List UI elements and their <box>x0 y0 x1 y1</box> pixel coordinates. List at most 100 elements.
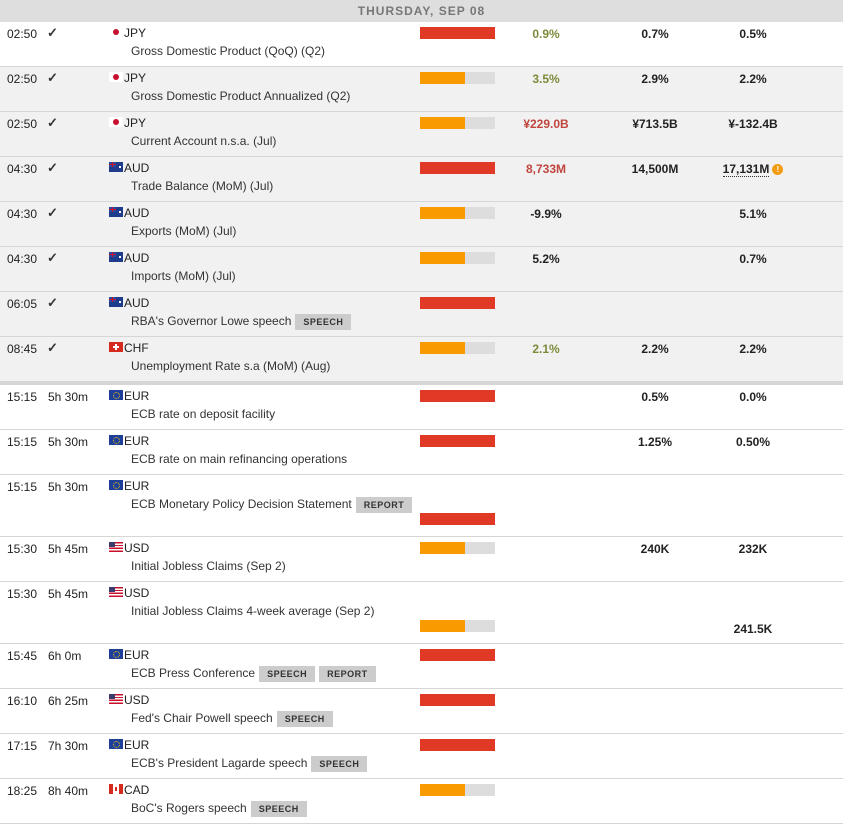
impact-fill <box>420 252 465 264</box>
impact-bar-medium <box>420 117 495 129</box>
checkmark-icon: ✓ <box>47 250 58 265</box>
forecast-value: 0.7% <box>641 27 669 41</box>
event-row[interactable]: 06:05 ✓ AUD RBA's Governor Lowe speech SPEEC… <box>0 292 843 337</box>
event-name-link[interactable]: Initial Jobless Claims (Sep 2) <box>131 559 286 573</box>
actual-value: 2.1% <box>532 342 560 356</box>
checkmark-icon: ✓ <box>47 115 58 130</box>
impact-bar-high <box>420 390 495 402</box>
revised-previous: 17,131M <box>722 162 770 177</box>
event-name-link[interactable]: ECB's President Lagarde speech SPEECH <box>131 756 368 772</box>
checkmark-icon: ✓ <box>47 295 58 310</box>
impact-fill <box>420 513 495 525</box>
event-name-link[interactable]: RBA's Governor Lowe speech SPEECH <box>131 314 352 330</box>
event-name-link[interactable]: ECB Press Conference SPEECH REPORT <box>131 666 376 682</box>
event-name: ECB Press Conference <box>131 666 256 681</box>
previous-value: 2.2% <box>739 72 767 86</box>
event-row[interactable]: 15:30 5h 45m USD Initial Jobless Claims 4-w… <box>0 582 843 644</box>
event-name: Initial Jobless Claims 4-week average (S… <box>131 604 375 618</box>
event-name-link[interactable]: Gross Domestic Product (QoQ) (Q2) <box>131 44 325 58</box>
time-remaining: 5h 45m <box>48 542 89 556</box>
event-row[interactable]: 15:15 5h 30m EUR ECB rate on deposit facili… <box>0 385 843 430</box>
speech-tag[interactable]: SPEECH <box>276 711 333 727</box>
impact-bar-medium <box>420 252 495 264</box>
event-row[interactable]: 17:15 7h 30m EUR ECB's President Lagarde sp… <box>0 734 843 779</box>
flag-ch-icon <box>109 342 123 352</box>
currency: AUD <box>124 161 150 175</box>
event-name: Fed's Chair Powell speech <box>131 711 273 726</box>
impact-bar-high <box>420 513 495 525</box>
forecast-value: 1.25% <box>637 435 673 449</box>
event-name: Current Account n.s.a. (Jul) <box>131 134 277 148</box>
event-time: 06:05 <box>7 297 38 311</box>
event-row[interactable]: 08:45 ✓ CHF Unemployment Rate s.a (MoM) (Au… <box>0 337 843 382</box>
currency: JPY <box>124 116 147 130</box>
event-name-link[interactable]: ECB rate on main refinancing operations <box>131 452 347 466</box>
event-name: Initial Jobless Claims (Sep 2) <box>131 559 286 573</box>
event-name-link[interactable]: Trade Balance (MoM) (Jul) <box>131 179 273 193</box>
past-events: 02:50 ✓ JPY Gross Domestic Product (QoQ) (Q… <box>0 22 843 382</box>
time-remaining: 5h 30m <box>48 480 89 494</box>
event-row[interactable]: 02:50 ✓ JPY Current Account n.s.a. (Jul) ¥22… <box>0 112 843 157</box>
event-name-link[interactable]: Exports (MoM) (Jul) <box>131 224 236 238</box>
time-remaining: 6h 25m <box>48 694 89 708</box>
event-row[interactable]: 15:45 6h 0m EUR ECB Press Conference SPEECH R… <box>0 644 843 689</box>
time-remaining: 5h 45m <box>48 587 89 601</box>
event-name-link[interactable]: BoC's Rogers speech SPEECH <box>131 801 307 817</box>
event-name: ECB rate on main refinancing operations <box>131 452 348 466</box>
event-row[interactable]: 04:30 ✓ AUD Imports (MoM) (Jul) 5.2% 0.7% <box>0 247 843 292</box>
flag-jp-icon <box>109 72 123 82</box>
event-name-link[interactable]: Fed's Chair Powell speech SPEECH <box>131 711 333 727</box>
event-row[interactable]: 02:50 ✓ JPY Gross Domestic Product (QoQ) (Q… <box>0 22 843 67</box>
currency: EUR <box>124 434 150 448</box>
impact-fill <box>420 342 465 354</box>
event-row[interactable]: 04:30 ✓ AUD Trade Balance (MoM) (Jul) 8,733M… <box>0 157 843 202</box>
info-icon[interactable]: ! <box>772 164 784 175</box>
event-name-link[interactable]: Initial Jobless Claims 4-week average (S… <box>131 604 374 618</box>
event-time: 17:15 <box>7 739 38 753</box>
speech-tag[interactable]: SPEECH <box>311 756 368 772</box>
event-name-link[interactable]: Unemployment Rate s.a (MoM) (Aug) <box>131 359 330 373</box>
event-name-link[interactable]: Gross Domestic Product Annualized (Q2) <box>131 89 350 103</box>
impact-bar-high <box>420 162 495 174</box>
event-name-link[interactable]: Current Account n.s.a. (Jul) <box>131 134 276 148</box>
event-row[interactable]: 04:30 ✓ AUD Exports (MoM) (Jul) -9.9% 5.1% <box>0 202 843 247</box>
event-row[interactable]: 18:25 8h 40m CAD BoC's Rogers speech SPEECH <box>0 779 843 824</box>
event-name-link[interactable]: ECB Monetary Policy Decision Statement RE… <box>131 497 413 513</box>
impact-bar-medium <box>420 620 495 632</box>
event-row[interactable]: 15:15 5h 30m EUR ECB Monetary Policy Decisi… <box>0 475 843 537</box>
currency: CAD <box>124 783 150 797</box>
impact-fill <box>420 297 495 309</box>
checkmark-icon: ✓ <box>47 340 58 355</box>
now-divider <box>0 382 843 385</box>
currency: AUD <box>124 251 150 265</box>
flag-eu-icon <box>109 649 123 659</box>
previous-value[interactable]: 17,131M! <box>703 162 803 177</box>
actual-value: 0.9% <box>532 27 560 41</box>
impact-fill <box>420 694 495 706</box>
speech-tag[interactable]: SPEECH <box>250 801 307 817</box>
event-name-link[interactable]: Imports (MoM) (Jul) <box>131 269 236 283</box>
event-name: ECB rate on deposit facility <box>131 407 276 421</box>
forecast-value: 2.2% <box>641 342 669 356</box>
event-row[interactable]: 02:50 ✓ JPY Gross Domestic Product Annualiz… <box>0 67 843 112</box>
impact-fill <box>420 207 465 219</box>
flag-ca-icon <box>109 784 123 794</box>
flag-us-icon <box>109 542 123 552</box>
speech-tag[interactable]: SPEECH <box>259 666 316 682</box>
event-row[interactable]: 15:30 5h 45m USD Initial Jobless Claims (Se… <box>0 537 843 582</box>
forecast-value: 0.5% <box>641 390 669 404</box>
report-tag[interactable]: REPORT <box>319 666 376 682</box>
previous-value: 0.0% <box>739 390 767 404</box>
event-row[interactable]: 16:10 6h 25m USD Fed's Chair Powell speech S… <box>0 689 843 734</box>
event-name: Gross Domestic Product Annualized (Q2) <box>131 89 351 103</box>
event-row[interactable]: 15:15 5h 30m EUR ECB rate on main refinanci… <box>0 430 843 475</box>
impact-fill <box>420 162 495 174</box>
impact-bar-medium <box>420 72 495 84</box>
event-name: Trade Balance (MoM) (Jul) <box>131 179 274 193</box>
flag-us-icon <box>109 694 123 704</box>
event-name-link[interactable]: ECB rate on deposit facility <box>131 407 275 421</box>
speech-tag[interactable]: SPEECH <box>295 314 352 330</box>
impact-fill <box>420 649 495 661</box>
report-tag[interactable]: REPORT <box>355 497 413 513</box>
impact-bar-high <box>420 739 495 751</box>
